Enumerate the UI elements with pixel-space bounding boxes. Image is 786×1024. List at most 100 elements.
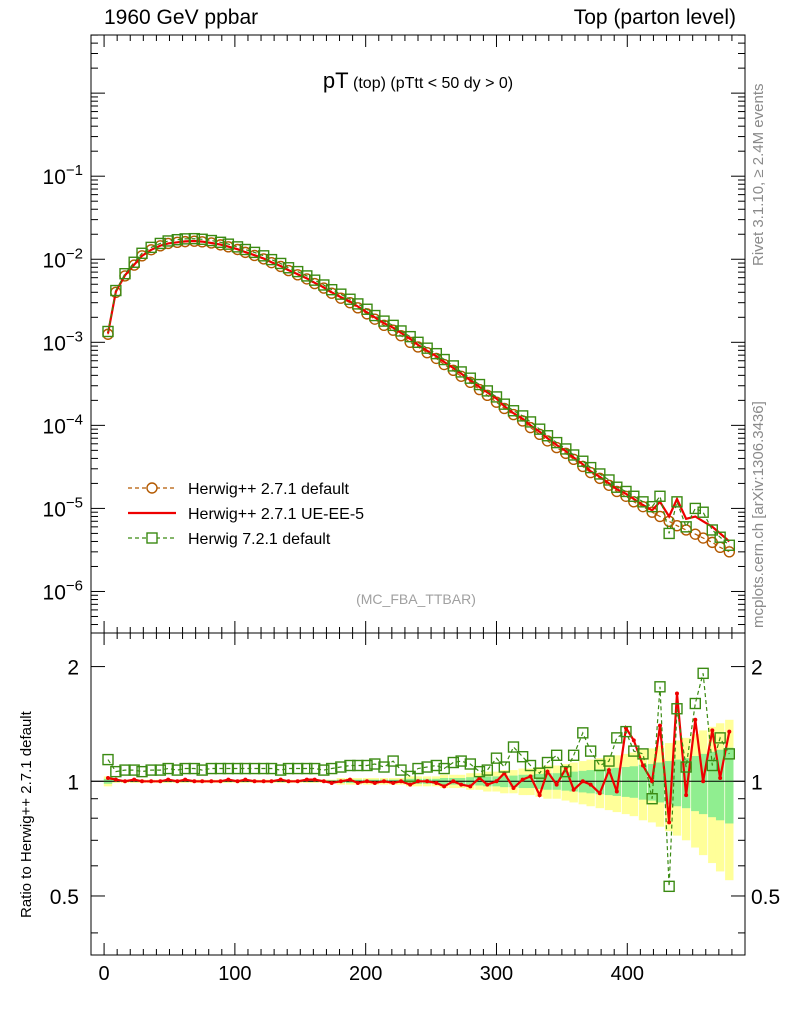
y-tick-label: 10−3 (43, 328, 83, 355)
ratio-data-point (308, 762, 321, 775)
uncertainty-band (621, 767, 631, 797)
uncertainty-band (698, 753, 708, 815)
ratio-data-point (663, 880, 675, 893)
ratio-data-point (145, 764, 157, 776)
ratio-data-point (128, 764, 140, 776)
ratio-data-point (321, 779, 326, 784)
ratio-y-tick-label-left: 0.5 (50, 886, 79, 909)
ratio-data-point (188, 762, 201, 775)
y-tick-label: 10−2 (43, 245, 83, 272)
ratio-data-point (335, 761, 347, 773)
ratio-data-point (657, 723, 662, 728)
ratio-data-point (352, 759, 364, 772)
main-data-point (560, 443, 572, 455)
ratio-data-point (459, 782, 464, 787)
main-data-point (611, 481, 623, 493)
ratio-data-point (231, 762, 244, 775)
ratio-data-point (560, 765, 572, 778)
ratio-data-point (239, 762, 252, 775)
ratio-data-point (243, 777, 248, 782)
ratio-data-point (545, 769, 550, 774)
ratio-data-point (430, 759, 443, 772)
main-data-point (282, 262, 295, 274)
main-data-point (697, 532, 709, 544)
main-data-point (603, 474, 615, 486)
uncertainty-band (612, 767, 622, 796)
ratio-data-point (344, 759, 356, 772)
ratio-data-point (391, 780, 396, 785)
main-data-point (577, 455, 589, 467)
ratio-data-point (631, 738, 636, 743)
ratio-data-point (571, 787, 576, 792)
ratio-data-point (455, 755, 467, 767)
ratio-data-point (387, 755, 399, 767)
ratio-data-point (162, 762, 174, 775)
ratio-data-point (257, 762, 270, 775)
main-data-point (162, 235, 174, 247)
ratio-data-point (447, 756, 460, 769)
main-data-point (231, 241, 244, 253)
ratio-data-point (667, 820, 672, 825)
ratio-data-point (577, 727, 589, 739)
uncertainty-band (681, 758, 691, 809)
ratio-data-point (378, 761, 390, 773)
ratio-data-point (132, 777, 137, 782)
ratio-data-point (196, 764, 208, 776)
ratio-data-point (723, 748, 736, 760)
ratio-data-point (205, 762, 218, 775)
ratio-data-point (567, 749, 580, 762)
ratio-data-point (398, 779, 403, 784)
ratio-data-point (701, 779, 706, 784)
uncertainty-band (725, 747, 734, 824)
main-data-point (594, 468, 606, 480)
ratio-data-point (481, 764, 494, 776)
ratio-data-point (606, 768, 611, 773)
x-tick-label: 0 (99, 963, 110, 985)
ratio-data-point (524, 759, 537, 772)
ratio-data-point (727, 729, 732, 734)
ratio-data-point (235, 779, 240, 784)
ratio-data-point (680, 761, 692, 773)
main-data-point (110, 284, 122, 297)
main-data-point (533, 423, 546, 435)
ratio-data-point (541, 756, 554, 769)
ratio-data-point (554, 782, 559, 787)
ratio-data-point (580, 779, 585, 784)
header-process-label: Top (parton level) (573, 6, 736, 29)
ratio-data-point (222, 762, 235, 775)
ratio-data-point (381, 779, 386, 784)
ratio-data-point (355, 780, 360, 785)
ratio-data-point (329, 780, 334, 785)
ratio-data-point (468, 784, 473, 789)
ratio-data-point (110, 765, 122, 778)
ratio-data-point (438, 762, 450, 775)
ratio-data-point (603, 755, 615, 767)
uncertainty-band (604, 768, 614, 796)
ratio-data-point (614, 789, 619, 794)
ratio-data-point (119, 764, 131, 776)
main-data-point (274, 257, 287, 270)
main-data-point (723, 539, 736, 551)
ratio-data-point (149, 779, 154, 784)
uncertainty-band (638, 764, 648, 800)
main-data-point (179, 233, 191, 245)
legend-marker (146, 532, 158, 544)
main-data-point (145, 241, 157, 254)
ratio-data-point (102, 753, 114, 766)
main-data-point (171, 233, 184, 246)
main-data-point (541, 430, 554, 442)
ratio-data-point (533, 767, 546, 779)
main-data-point (524, 416, 537, 428)
y-tick-label: 10−1 (43, 162, 83, 189)
main-data-point (378, 315, 390, 327)
ratio-y-tick-label-left: 1 (67, 771, 79, 794)
ratio-data-point (106, 776, 111, 781)
ratio-data-point (714, 732, 726, 744)
ratio-data-point (434, 780, 439, 785)
ratio-data-point (265, 762, 278, 775)
mcplots-label: mcplots.cern.ch [arXiv:1306.3436] (750, 401, 767, 628)
y-tick-label: 10−6 (43, 577, 83, 604)
header-energy-label: 1960 GeV ppbar (104, 6, 259, 29)
ratio-series-line (107, 673, 730, 887)
